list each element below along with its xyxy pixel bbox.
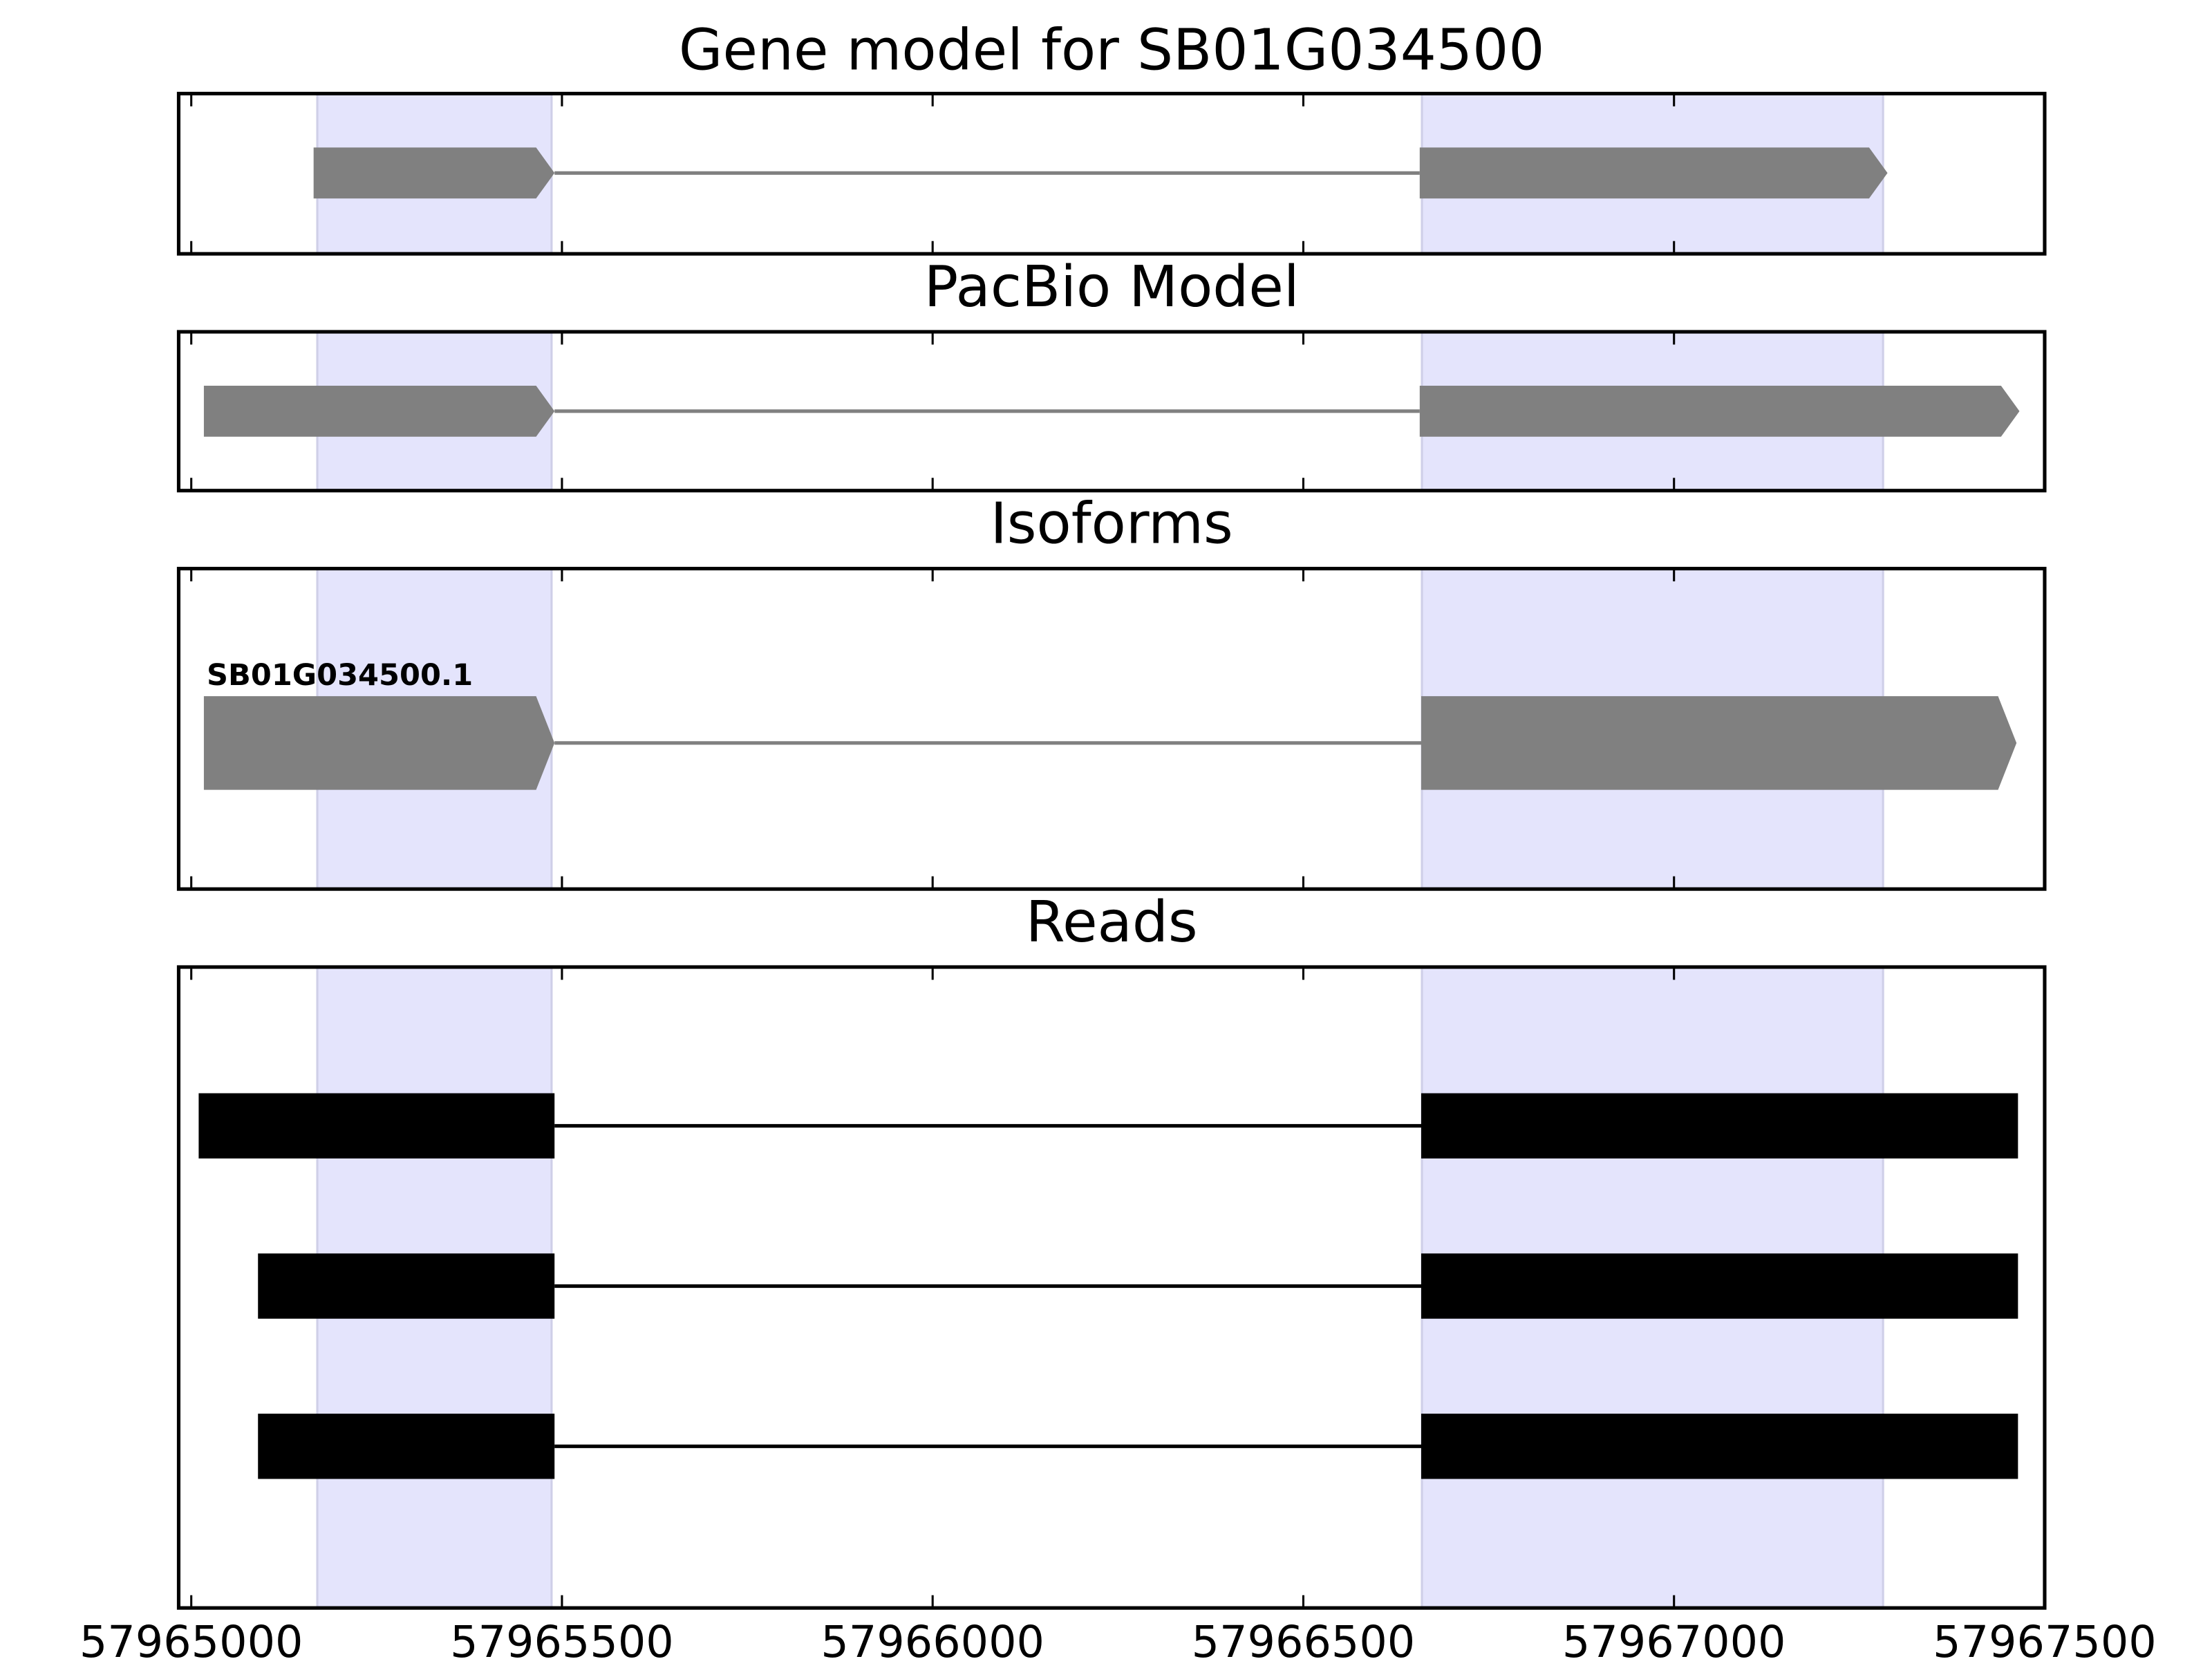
exon — [203, 385, 555, 437]
x-tick-label: 57966500 — [1192, 1616, 1416, 1659]
panel-frame — [176, 567, 2047, 891]
panel-title: Gene model for SB01G034500 — [679, 17, 1545, 83]
panel-frame — [176, 965, 2047, 1610]
x-tick-label: 57967000 — [1562, 1616, 1786, 1659]
exon — [1419, 385, 2020, 437]
exon — [313, 147, 555, 199]
exon — [1421, 696, 2017, 790]
x-tick-label: 57965500 — [450, 1616, 674, 1659]
exon — [1419, 147, 1888, 199]
exon — [1421, 1414, 2018, 1479]
panel-frame — [176, 330, 2047, 493]
isoform-label: SB01G034500.1 — [207, 658, 473, 693]
exon — [203, 696, 555, 790]
x-tick-label: 57966000 — [821, 1616, 1044, 1659]
x-tick-label: 57967500 — [1933, 1616, 2157, 1659]
exon — [258, 1414, 555, 1479]
panel-title: Isoforms — [991, 491, 1233, 557]
panel-frame — [176, 91, 2047, 256]
exon — [1421, 1253, 2018, 1319]
exon — [198, 1093, 555, 1159]
exon — [258, 1253, 555, 1319]
panel-title: PacBio Model — [924, 254, 1300, 320]
x-tick-label: 57965000 — [79, 1616, 303, 1659]
panel-title: Reads — [1026, 890, 1198, 955]
exon — [1421, 1093, 2018, 1159]
